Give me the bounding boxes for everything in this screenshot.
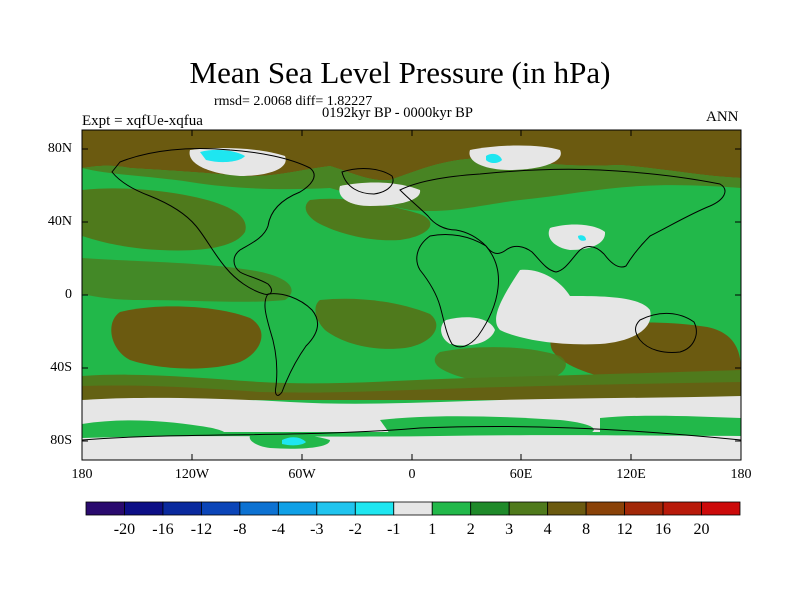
lon-tick-label: 180 (71, 467, 93, 482)
field-siberia-cyan (486, 153, 502, 163)
lat-tick-marks (82, 148, 741, 442)
antarctica-coast (82, 426, 741, 441)
colorbar-tick-label: -8 (233, 521, 247, 538)
colorbar-swatch (585, 501, 625, 516)
colorbar-tick-label: -3 (310, 521, 324, 538)
lon-tick-marks (81, 130, 742, 460)
colorbar-swatch (162, 501, 202, 516)
lon-tick-label: 60E (509, 467, 533, 482)
lat-tick-label: 80S (50, 433, 72, 448)
colorbar-tick-label: 2 (466, 521, 475, 538)
lat-tick-label: 80N (47, 141, 72, 156)
colorbar-swatch (85, 501, 125, 516)
field-africa-neutral (441, 317, 495, 346)
stats-label: rmsd= 2.0068 diff= 1.82227 (214, 94, 373, 109)
lon-tick-label: 60W (288, 467, 316, 482)
colorbar-tick-label: 12 (616, 521, 633, 538)
field-tropical-pacific (82, 258, 292, 302)
colorbar-tick-label: 1 (428, 521, 437, 538)
colorbar-swatch (277, 501, 318, 516)
colorbar-swatch (662, 501, 702, 516)
experiment-label: Expt = xqfUe-xqfua (82, 113, 203, 129)
field-southern-ocean-core (82, 382, 741, 400)
colorbar-swatch (124, 501, 164, 516)
colorbar-swatch (547, 501, 587, 516)
colorbar-swatch (701, 501, 741, 516)
season-label: ANN (706, 109, 739, 125)
field-canada-cyan (200, 149, 245, 163)
field-north-pacific (82, 188, 246, 251)
eurasia-coast (399, 168, 726, 273)
field-greenland-neutral (339, 182, 421, 206)
colorbar-swatch (201, 501, 241, 516)
colorbar-tick-label: 16 (655, 521, 672, 538)
colorbar-tick-label: -1 (387, 521, 401, 538)
coastlines (82, 148, 741, 441)
field-tibet-cyan (578, 235, 586, 241)
north-america-coast (111, 148, 315, 295)
chart-title: Mean Sea Level Pressure (in hPa) (189, 55, 611, 90)
field-antarctica (82, 435, 741, 460)
lat-tick-label: 40S (50, 360, 72, 375)
field-indian-ocean-neutral (496, 269, 651, 345)
australia-coast (635, 313, 697, 353)
field-north-transition (82, 158, 741, 211)
colorbar-tick-label: 20 (693, 521, 710, 538)
colorbar-tick-label: -2 (348, 521, 362, 538)
colorbar-swatch (624, 501, 664, 516)
colorbar-swatch (316, 501, 356, 516)
colorbar-swatch (508, 501, 549, 516)
colorbar-tick-label: 4 (543, 521, 552, 538)
colorbar-tick-label: -12 (190, 521, 213, 538)
africa-coast (416, 233, 499, 348)
colorbar-swatch (239, 501, 279, 516)
colorbar-tick-label: -20 (113, 521, 136, 538)
field-siberia-neutral (469, 145, 561, 170)
colorbar-swatch (354, 501, 395, 516)
colorbar-tick-label: -16 (152, 521, 174, 538)
field-north-atlantic (305, 198, 431, 241)
field-south-pacific-anomaly (111, 306, 262, 369)
colorbar-swatch (393, 501, 433, 516)
field-south-indian (434, 347, 566, 385)
lon-tick-label: 180 (730, 467, 752, 482)
lon-tick-label: 120E (616, 467, 646, 482)
field-antarctic-cyan (282, 437, 306, 446)
colorbar-tick-label: 8 (582, 521, 591, 538)
colorbar-tick-label: -4 (271, 521, 285, 538)
field-tibet-neutral (548, 224, 606, 250)
field-antarctic-green-3 (600, 415, 741, 441)
field-antarctic-green-2 (380, 416, 594, 439)
period-label: 0192kyr BP - 0000kyr BP (322, 105, 473, 121)
lon-tick-label: 120W (174, 467, 210, 482)
lon-tick-label: 0 (408, 467, 416, 482)
greenland-coast (341, 168, 394, 195)
colorbar-swatch (431, 501, 472, 516)
map-field (82, 130, 741, 460)
south-america-coast (264, 293, 319, 396)
colorbar-tick-label: 3 (505, 521, 514, 538)
lat-tick-label: 40N (47, 214, 72, 229)
field-south-atlantic (315, 298, 437, 349)
colorbar-swatch (470, 501, 510, 516)
colorbar (85, 501, 741, 516)
lat-tick-label: 0 (65, 287, 72, 302)
